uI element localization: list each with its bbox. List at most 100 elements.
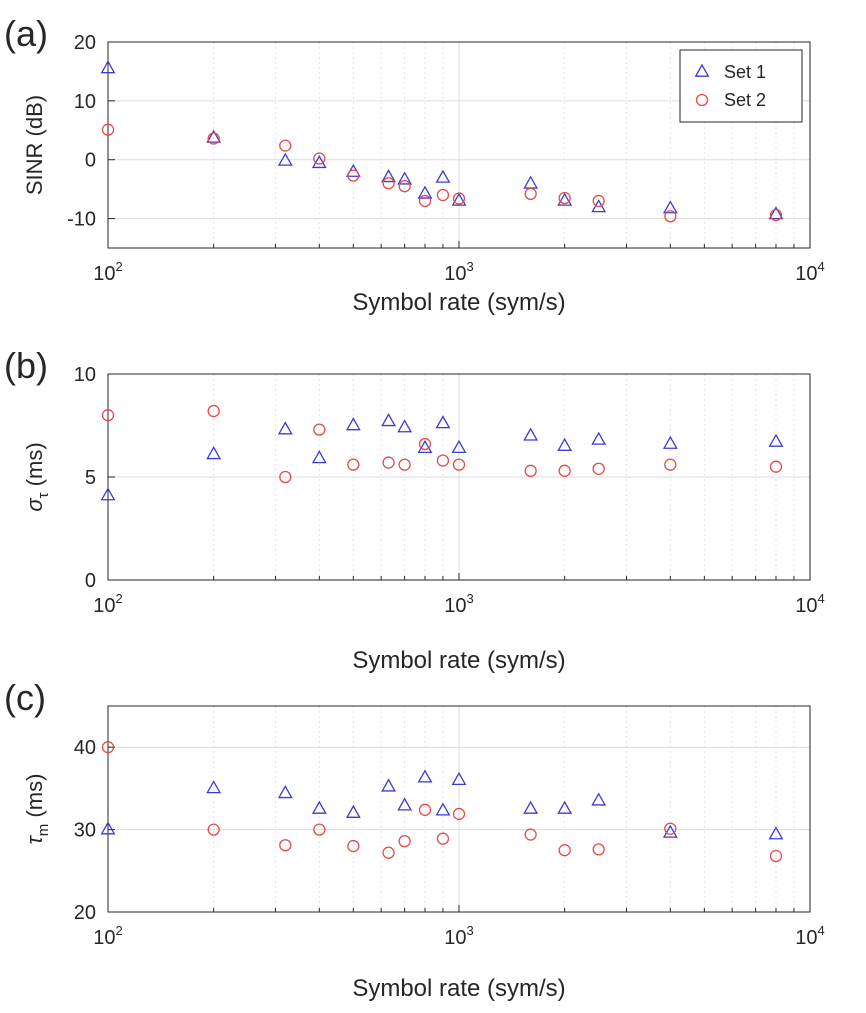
legend-marker-circle (695, 93, 709, 107)
data-point-set1 (206, 446, 222, 460)
data-point-set2 (524, 464, 537, 477)
data-point-set1 (435, 802, 451, 816)
legend-entry-label: Set 1 (724, 62, 766, 82)
data-point-set2 (313, 823, 326, 836)
data-point-set1 (662, 824, 678, 838)
data-point-set1 (451, 771, 467, 786)
data-point-set2 (382, 177, 395, 190)
data-point-set2 (769, 849, 783, 863)
data-point-set2 (418, 194, 432, 208)
data-point-set1 (591, 792, 607, 806)
data-point-set1 (557, 437, 573, 451)
data-point-set2 (452, 192, 466, 205)
data-point-set2 (436, 832, 450, 845)
legend-box (679, 49, 803, 123)
data-point-set1 (435, 169, 451, 183)
data-point-set1 (451, 192, 467, 206)
data-point-set1 (557, 800, 573, 814)
panel-label: (a) (4, 13, 48, 54)
data-point-set2 (558, 191, 571, 205)
panel-label: (b) (4, 345, 48, 386)
y-axis-label: SINR (dB) (22, 95, 47, 195)
x-tick-label: 104 (795, 923, 824, 949)
y-tick-label: 10 (74, 91, 96, 113)
data-point-set1 (768, 826, 784, 840)
data-point-set1 (345, 804, 361, 818)
data-point-set1 (100, 821, 116, 835)
data-point-set2 (313, 423, 326, 436)
legend-entry-label: Set 2 (724, 90, 766, 110)
data-point-set1 (397, 419, 413, 433)
data-point-set2 (769, 208, 783, 222)
x-tick-label: 102 (93, 923, 122, 949)
x-axis-label: Symbol rate (sym/s) (352, 647, 565, 674)
data-point-set2 (347, 169, 360, 182)
data-point-set2 (558, 464, 571, 477)
data-point-set2 (101, 741, 115, 754)
data-point-set2 (398, 180, 411, 193)
data-point-set1 (311, 154, 327, 169)
data-point-set1 (397, 797, 413, 811)
data-point-set1 (557, 192, 573, 206)
data-point-set1 (277, 785, 293, 799)
data-point-set1 (381, 169, 396, 183)
y-tick-label: -10 (67, 209, 96, 231)
x-tick-label: 102 (93, 591, 122, 617)
data-point-set2 (664, 822, 677, 835)
data-point-set2 (524, 187, 537, 201)
data-point-set2 (382, 846, 395, 859)
data-point-set2 (101, 409, 115, 422)
data-point-set2 (418, 437, 432, 451)
data-point-set1 (381, 778, 396, 792)
data-point-set2 (664, 458, 677, 471)
data-point-set2 (279, 839, 292, 852)
data-point-set1 (311, 450, 327, 464)
chart-panel-3: 102 103 104 20 30 40 (c) Symbol rate (sym/s) τm … (4, 677, 825, 1002)
y-tick-label: 40 (74, 737, 96, 759)
y-tick-label: 20 (74, 32, 96, 54)
data-point-set2 (664, 210, 677, 223)
y-tick-label: 20 (74, 902, 96, 924)
data-point-set1 (451, 439, 467, 454)
data-point-set1 (662, 435, 678, 449)
panel-label: (c) (4, 677, 46, 718)
data-point-set1 (397, 171, 413, 185)
data-point-set2 (592, 843, 605, 856)
y-axis-label: στ (ms) (22, 442, 52, 511)
y-tick-label: 30 (74, 820, 96, 842)
data-point-set1 (523, 427, 539, 441)
data-point-set1 (662, 200, 678, 214)
data-point-set2 (279, 470, 292, 484)
x-tick-label: 103 (444, 591, 473, 617)
data-point-set1 (277, 421, 293, 435)
data-point-set2 (279, 139, 292, 152)
data-point-set2 (382, 456, 395, 469)
legend-marker-triangle (694, 63, 710, 77)
data-point-set2 (592, 462, 605, 475)
data-point-set2 (313, 152, 326, 165)
data-point-set1 (417, 769, 433, 783)
data-point-set1 (100, 487, 116, 501)
data-point-set1 (417, 439, 433, 454)
y-tick-label: 0 (85, 570, 96, 592)
data-point-set1 (277, 152, 293, 166)
legend: Set 1 Set 2 (679, 49, 803, 123)
x-tick-label: 103 (444, 259, 473, 285)
data-point-set2 (436, 188, 450, 202)
data-point-set1 (100, 60, 116, 74)
data-point-set1 (523, 800, 539, 814)
y-tick-label: 0 (85, 150, 96, 172)
data-point-set2 (452, 458, 466, 471)
data-point-set2 (452, 807, 466, 821)
data-point-set2 (398, 458, 411, 471)
data-point-set1 (435, 415, 451, 429)
chart-panel-2: 102 103 104 0 5 10 (b) Symbol rate (sym/s) στ (m… (4, 345, 825, 674)
data-point-set2 (207, 404, 220, 418)
data-point-set1 (345, 417, 361, 431)
data-point-set1 (206, 780, 222, 794)
data-point-set2 (207, 823, 220, 836)
data-point-set1 (417, 185, 433, 199)
x-axis-label: Symbol rate (sym/s) (352, 975, 565, 1002)
axes-box (107, 41, 811, 249)
